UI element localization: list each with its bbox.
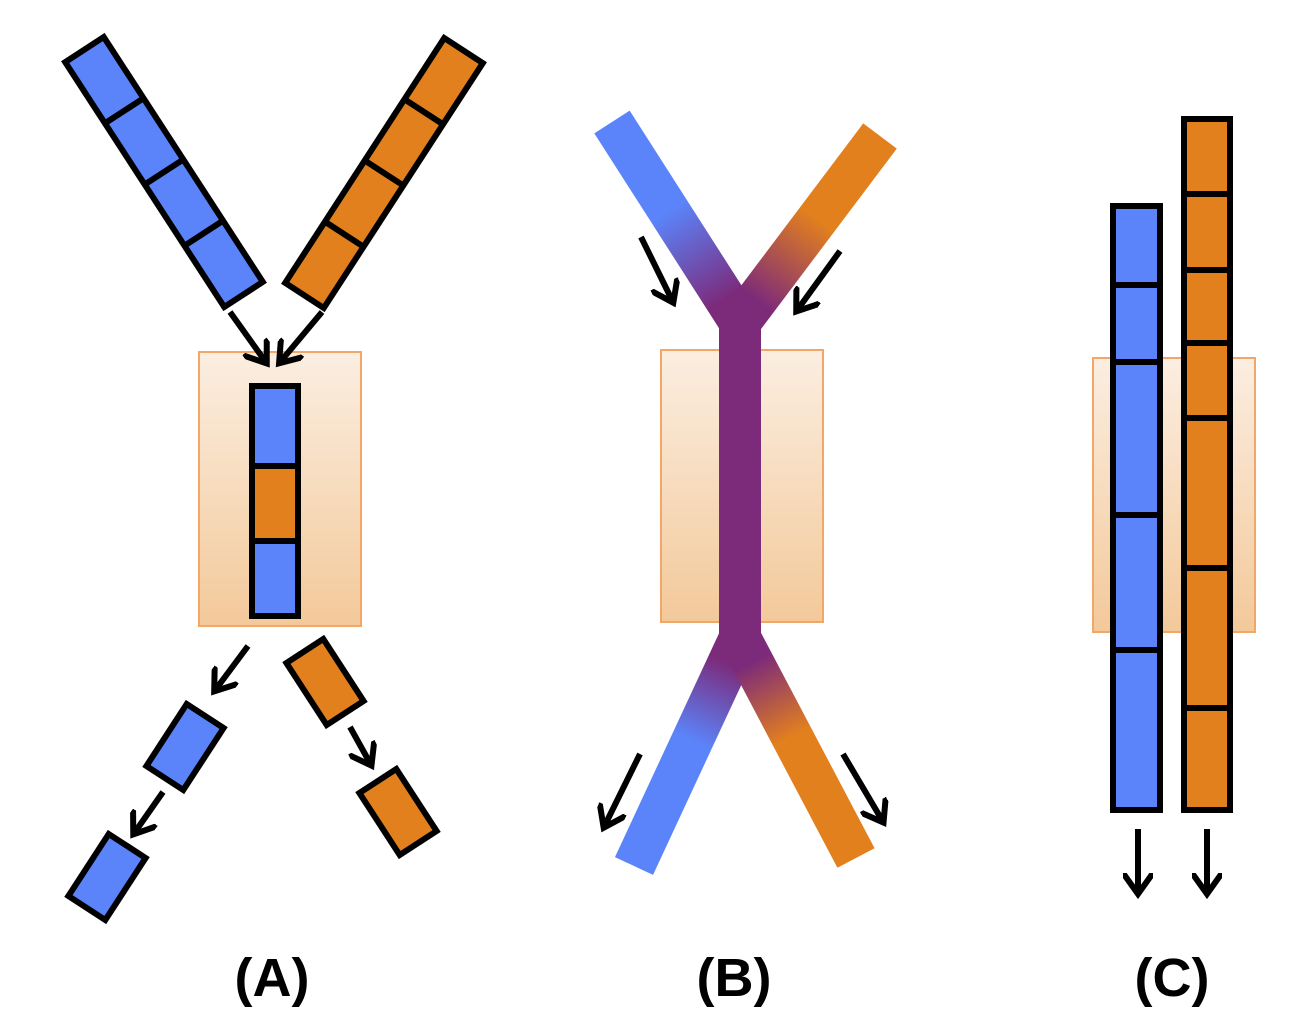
strand-upper-right-orange bbox=[723, 123, 897, 335]
merged-strand-purple bbox=[719, 300, 761, 660]
arrow-out-right bbox=[840, 752, 882, 820]
panel-b-label: (B) bbox=[697, 948, 772, 1008]
orange-strand-upper bbox=[281, 33, 487, 313]
arrow-in-left bbox=[638, 235, 672, 300]
blue-strand-upper bbox=[61, 32, 267, 312]
panel-a-label: (A) bbox=[235, 948, 310, 1008]
arrow-blue-out-1 bbox=[216, 644, 251, 689]
blue-fragment-2 bbox=[64, 829, 150, 925]
strand-lower-left-blue bbox=[614, 629, 760, 875]
orange-fragment-1 bbox=[282, 634, 368, 730]
arrow-orange-out-1 bbox=[347, 725, 370, 763]
panel-c-label: (C) bbox=[1135, 948, 1210, 1008]
arrow-blue-into-box bbox=[227, 310, 265, 361]
blue-fragment-1 bbox=[142, 699, 228, 795]
mixed-segment-column bbox=[249, 383, 301, 619]
arrow-out-left bbox=[605, 752, 643, 825]
strand-upper-left-blue bbox=[594, 110, 758, 334]
panel-c: (C) bbox=[1092, 116, 1256, 1008]
blue-strand-vertical bbox=[1110, 203, 1163, 813]
panel-b: (B) bbox=[594, 110, 897, 1008]
arrow-blue-out-2 bbox=[135, 790, 166, 832]
strand-lower-right-orange bbox=[721, 628, 875, 868]
arrow-in-right bbox=[798, 249, 843, 309]
panel-a: (A) bbox=[61, 32, 487, 1008]
orange-fragment-2 bbox=[355, 764, 441, 860]
orange-strand-vertical bbox=[1181, 116, 1233, 813]
arrow-orange-into-box bbox=[281, 310, 325, 361]
